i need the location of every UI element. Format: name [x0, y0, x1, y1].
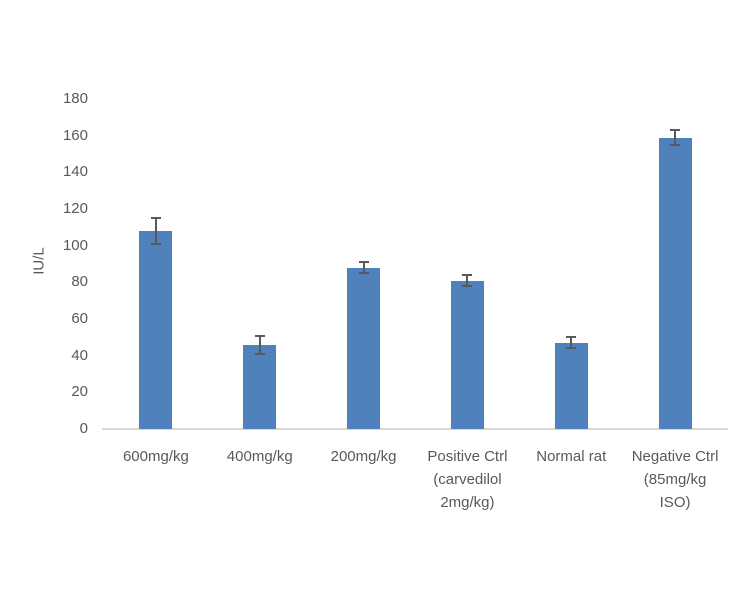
x-category-label-line: 600mg/kg	[122, 448, 189, 465]
x-category-label-3: Positive Ctrl (carvedilol 2mg/kg)	[416, 445, 520, 514]
error-bar-4	[570, 337, 573, 349]
y-tick-label: 140	[62, 163, 88, 181]
error-bar-5	[674, 130, 677, 145]
x-category-label-line: (carvedilol	[433, 471, 502, 488]
error-bar-cap	[254, 352, 265, 355]
error-bar-cap	[462, 285, 473, 287]
x-category-label-line: 2mg/kg)	[440, 494, 495, 511]
y-tick-label: 160	[62, 126, 88, 144]
error-bar-cap	[150, 242, 161, 245]
error-bar-cap	[150, 217, 161, 220]
error-bar-1	[258, 335, 261, 354]
y-tick-label: 180	[62, 90, 88, 107]
error-bar-2	[362, 262, 365, 274]
x-category-label-1: 400mg/kg	[208, 445, 312, 468]
bar-3	[450, 280, 484, 429]
error-bar-cap	[462, 274, 473, 276]
x-category-label-line: 400mg/kg	[226, 448, 293, 465]
y-tick-label: 80	[71, 273, 88, 291]
bar-5	[658, 137, 692, 429]
error-bar-3	[466, 275, 469, 286]
y-tick-label: 60	[71, 310, 88, 327]
x-category-label-line: (85mg/kg	[643, 471, 707, 488]
y-tick-label: 120	[62, 200, 88, 217]
error-bar-cap	[670, 129, 681, 132]
bar-1	[243, 344, 277, 429]
x-category-label-line: Positive Ctrl	[427, 448, 508, 465]
error-bar-cap	[670, 143, 681, 146]
error-bar-cap	[358, 261, 369, 264]
error-bar-0	[154, 218, 157, 244]
x-category-label-line: ISO)	[659, 494, 691, 511]
x-category-label-2: 200mg/kg	[312, 445, 416, 468]
x-category-label-0: 600mg/kg	[104, 445, 208, 468]
x-category-label-line: Negative Ctrl	[631, 448, 719, 465]
x-category-label-line: 200mg/kg	[330, 448, 397, 465]
error-bar-cap	[254, 334, 265, 337]
bar-2	[347, 267, 381, 429]
bar-4	[554, 342, 588, 429]
error-bar-cap	[566, 336, 577, 339]
error-bar-cap	[358, 272, 369, 275]
x-axis-line	[102, 428, 728, 430]
x-category-label-4: Normal rat	[519, 445, 623, 468]
error-bar-cap	[566, 347, 577, 350]
x-category-label-line: Normal rat	[536, 448, 607, 465]
y-tick-label: 40	[71, 346, 88, 364]
y-tick-label: 20	[71, 383, 88, 401]
y-tick-label: 100	[62, 236, 88, 254]
y-tick-label: 0	[79, 420, 88, 437]
bar-0	[139, 231, 173, 429]
x-category-label-5: Negative Ctrl (85mg/kg ISO)	[623, 445, 727, 514]
